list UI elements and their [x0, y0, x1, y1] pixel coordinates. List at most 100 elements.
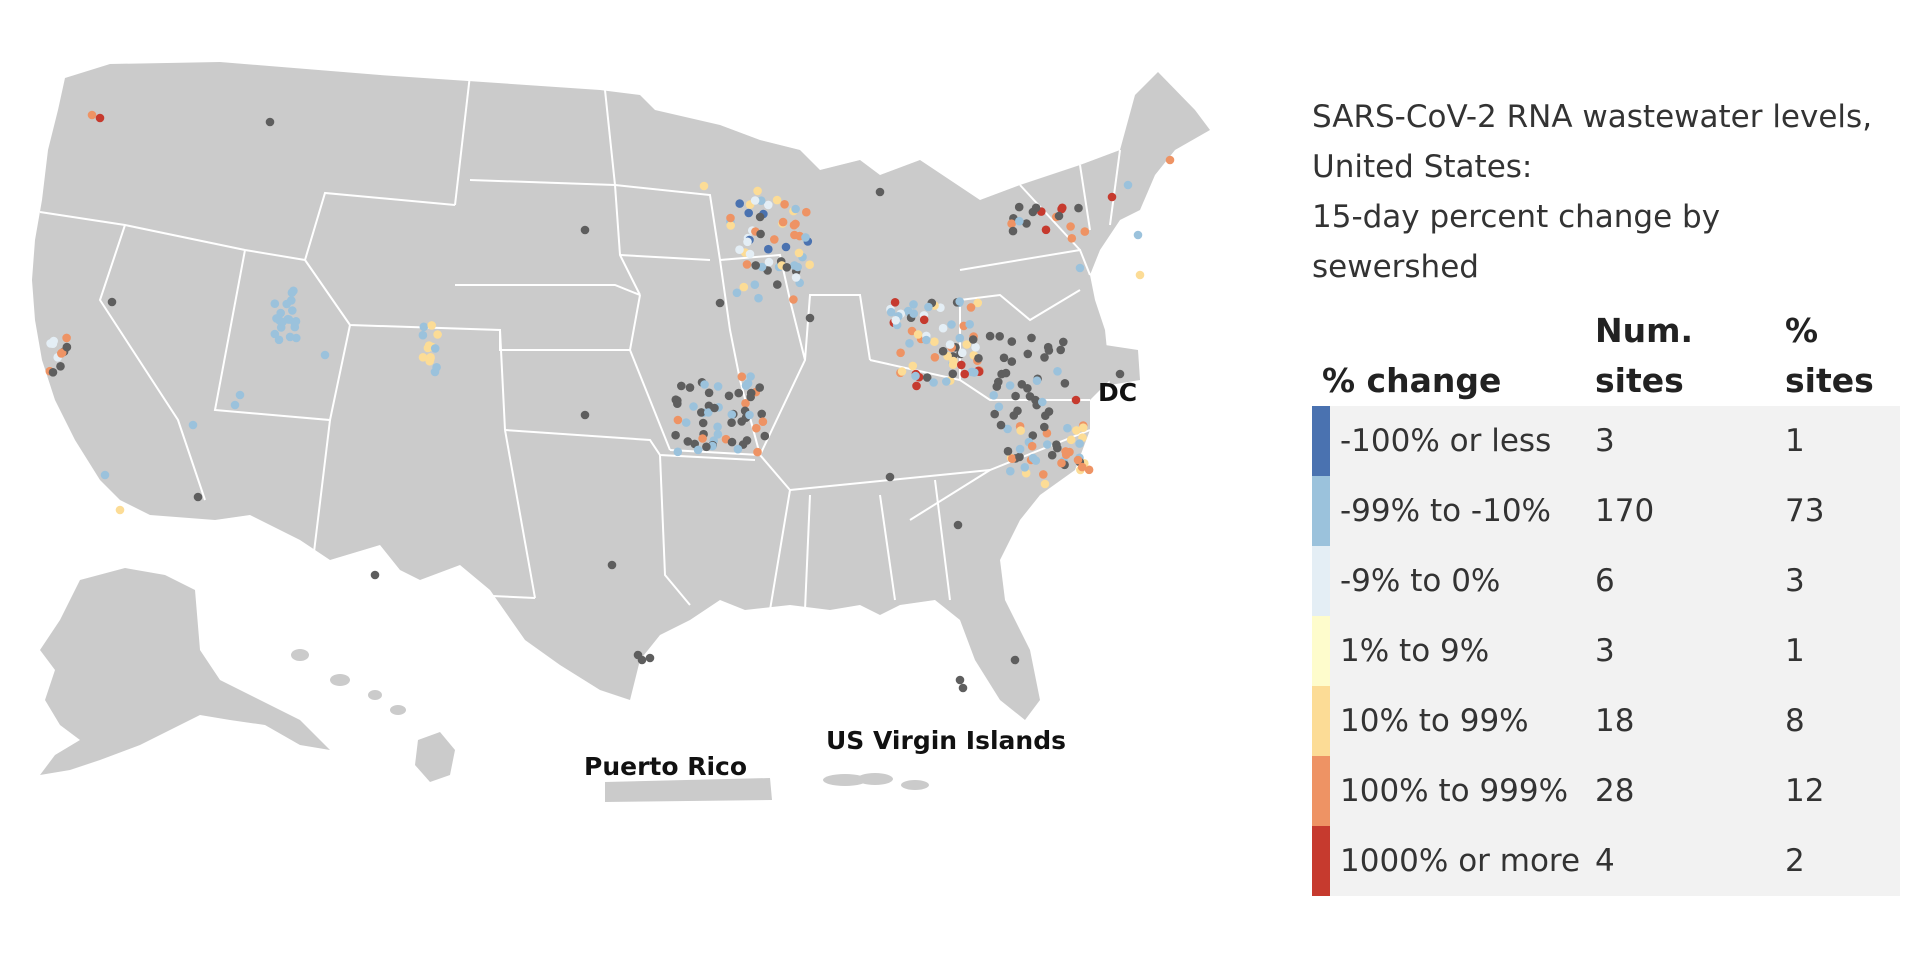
border-line — [804, 294, 871, 361]
site-dot — [235, 390, 245, 400]
site-dot — [962, 340, 972, 349]
site-dot — [1003, 446, 1013, 456]
header-num-sites-line2: sites — [1595, 361, 1684, 400]
site-dot — [752, 423, 761, 433]
legend-num-sites: 3 — [1595, 406, 1785, 476]
site-dot — [1017, 380, 1027, 389]
site-dot — [1054, 211, 1064, 221]
site-dot — [773, 280, 782, 289]
site-dot — [1077, 462, 1087, 472]
site-dot — [370, 570, 380, 580]
site-dot — [265, 117, 275, 127]
border-line — [1079, 164, 1091, 231]
legend-swatch — [1312, 476, 1330, 546]
site-dot — [1133, 230, 1143, 240]
site-dot — [1015, 452, 1024, 462]
site-dot — [1038, 397, 1047, 407]
hawaii-island-5 — [415, 732, 455, 782]
site-dot — [922, 335, 931, 345]
site-dot — [1074, 203, 1083, 213]
site-dot — [427, 321, 437, 330]
site-dot — [580, 225, 590, 235]
site-dot — [1023, 349, 1033, 359]
site-dot — [909, 300, 918, 309]
site-dot — [1061, 447, 1070, 456]
legend-label: 100% to 999% — [1330, 756, 1595, 826]
legend-num-sites: 4 — [1595, 826, 1785, 896]
site-dot — [757, 409, 766, 419]
border-line — [669, 449, 761, 456]
site-dot — [276, 308, 286, 318]
site-dot — [1020, 463, 1030, 472]
border-line — [614, 184, 721, 261]
legend-table: % change Num. sites % sites -100% or les… — [1312, 306, 1900, 896]
site-dot — [1014, 202, 1024, 212]
site-dot — [1028, 431, 1038, 440]
site-dot — [274, 335, 284, 345]
site-dot — [698, 418, 708, 428]
site-dot — [693, 445, 703, 455]
site-dot — [958, 683, 968, 693]
site-dot — [278, 317, 287, 327]
site-dot — [1057, 458, 1066, 468]
legend-title: SARS-CoV-2 RNA wastewater levels, United… — [1312, 92, 1902, 292]
site-dot — [912, 381, 921, 391]
site-dot — [739, 282, 749, 292]
site-dot — [743, 237, 752, 247]
site-dot — [430, 344, 440, 353]
site-dot — [1084, 465, 1094, 475]
site-dot — [710, 403, 719, 413]
site-dot — [953, 520, 963, 530]
border-line — [934, 479, 951, 601]
hawaii-island-1 — [291, 649, 309, 661]
site-dot — [890, 298, 900, 307]
header-num-sites: Num. sites — [1595, 306, 1785, 406]
site-dot — [1027, 441, 1037, 451]
site-dot — [1123, 180, 1133, 190]
site-dot — [949, 356, 958, 366]
site-dot — [791, 273, 801, 282]
site-dot — [1107, 192, 1117, 202]
legend-panel: SARS-CoV-2 RNA wastewater levels, United… — [1312, 92, 1902, 896]
legend-row: -100% or less 3 1 — [1312, 406, 1900, 476]
hawaii-island-2 — [330, 674, 350, 686]
site-dot — [756, 229, 765, 239]
site-dot — [782, 263, 792, 272]
site-dot — [970, 368, 979, 377]
legend-row: 1000% or more 4 2 — [1312, 826, 1900, 896]
site-dot — [1053, 367, 1062, 376]
hawaii-island-3 — [368, 690, 382, 700]
site-dot — [994, 402, 1004, 412]
usvi-island-2 — [857, 773, 893, 785]
site-dot — [1056, 345, 1065, 355]
site-dot — [702, 442, 711, 452]
site-dot — [1041, 225, 1051, 235]
header-pct-sites-line1: % — [1785, 311, 1819, 350]
border-line — [98, 224, 206, 501]
legend-row: -99% to -10% 170 73 — [1312, 476, 1900, 546]
site-dot — [764, 200, 773, 210]
site-dot — [1165, 155, 1175, 165]
site-dot — [1057, 204, 1066, 214]
site-dot — [1007, 219, 1016, 228]
border-line — [804, 494, 811, 611]
border-line — [469, 179, 616, 186]
site-dot — [942, 377, 951, 386]
border-line — [213, 249, 351, 422]
site-dot — [789, 295, 798, 304]
site-dot — [929, 378, 938, 387]
site-dot — [1022, 219, 1031, 228]
site-dot — [1071, 395, 1081, 405]
site-dot — [1066, 435, 1076, 445]
site-dot — [699, 181, 709, 191]
site-dot — [913, 330, 923, 339]
site-dot — [905, 339, 914, 348]
site-dot — [724, 391, 734, 401]
site-dot — [1031, 395, 1040, 405]
site-dot — [805, 313, 815, 323]
dc-inset-shape — [1105, 345, 1140, 385]
site-dot — [733, 444, 743, 454]
site-dot — [760, 431, 770, 441]
legend-title-line: 15-day percent change by — [1312, 199, 1721, 235]
site-dot — [947, 320, 956, 329]
